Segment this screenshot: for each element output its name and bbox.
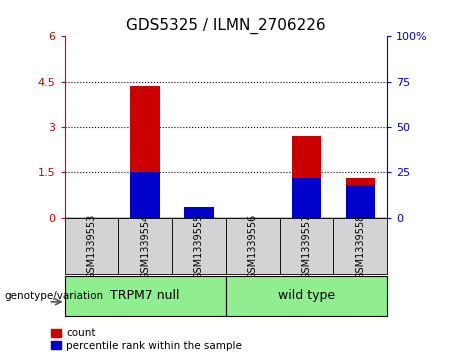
Bar (292, 136, 321, 218)
Bar (130, 172, 160, 218)
Text: GSM1339556: GSM1339556 (248, 213, 258, 278)
Bar (65, 276, 226, 316)
Text: GSM1339554: GSM1339554 (140, 213, 150, 278)
Text: wild type: wild type (278, 289, 335, 302)
Bar (172, 218, 226, 274)
Bar (118, 218, 172, 274)
Bar (333, 218, 387, 274)
Bar (280, 218, 333, 274)
Bar (184, 216, 214, 218)
Text: genotype/variation: genotype/variation (5, 291, 104, 301)
Title: GDS5325 / ILMN_2706226: GDS5325 / ILMN_2706226 (126, 17, 326, 33)
Text: GSM1339558: GSM1339558 (355, 213, 366, 278)
Bar (292, 178, 321, 218)
Bar (346, 179, 375, 218)
Bar (184, 207, 214, 218)
Bar (226, 218, 280, 274)
Text: TRPM7 null: TRPM7 null (111, 289, 180, 302)
Legend: count, percentile rank within the sample: count, percentile rank within the sample (51, 328, 242, 351)
Bar (65, 218, 118, 274)
Bar (226, 276, 387, 316)
Text: GSM1339557: GSM1339557 (301, 213, 312, 279)
Bar (130, 86, 160, 218)
Bar (346, 185, 375, 218)
Text: GSM1339553: GSM1339553 (86, 213, 96, 278)
Text: GSM1339555: GSM1339555 (194, 213, 204, 279)
